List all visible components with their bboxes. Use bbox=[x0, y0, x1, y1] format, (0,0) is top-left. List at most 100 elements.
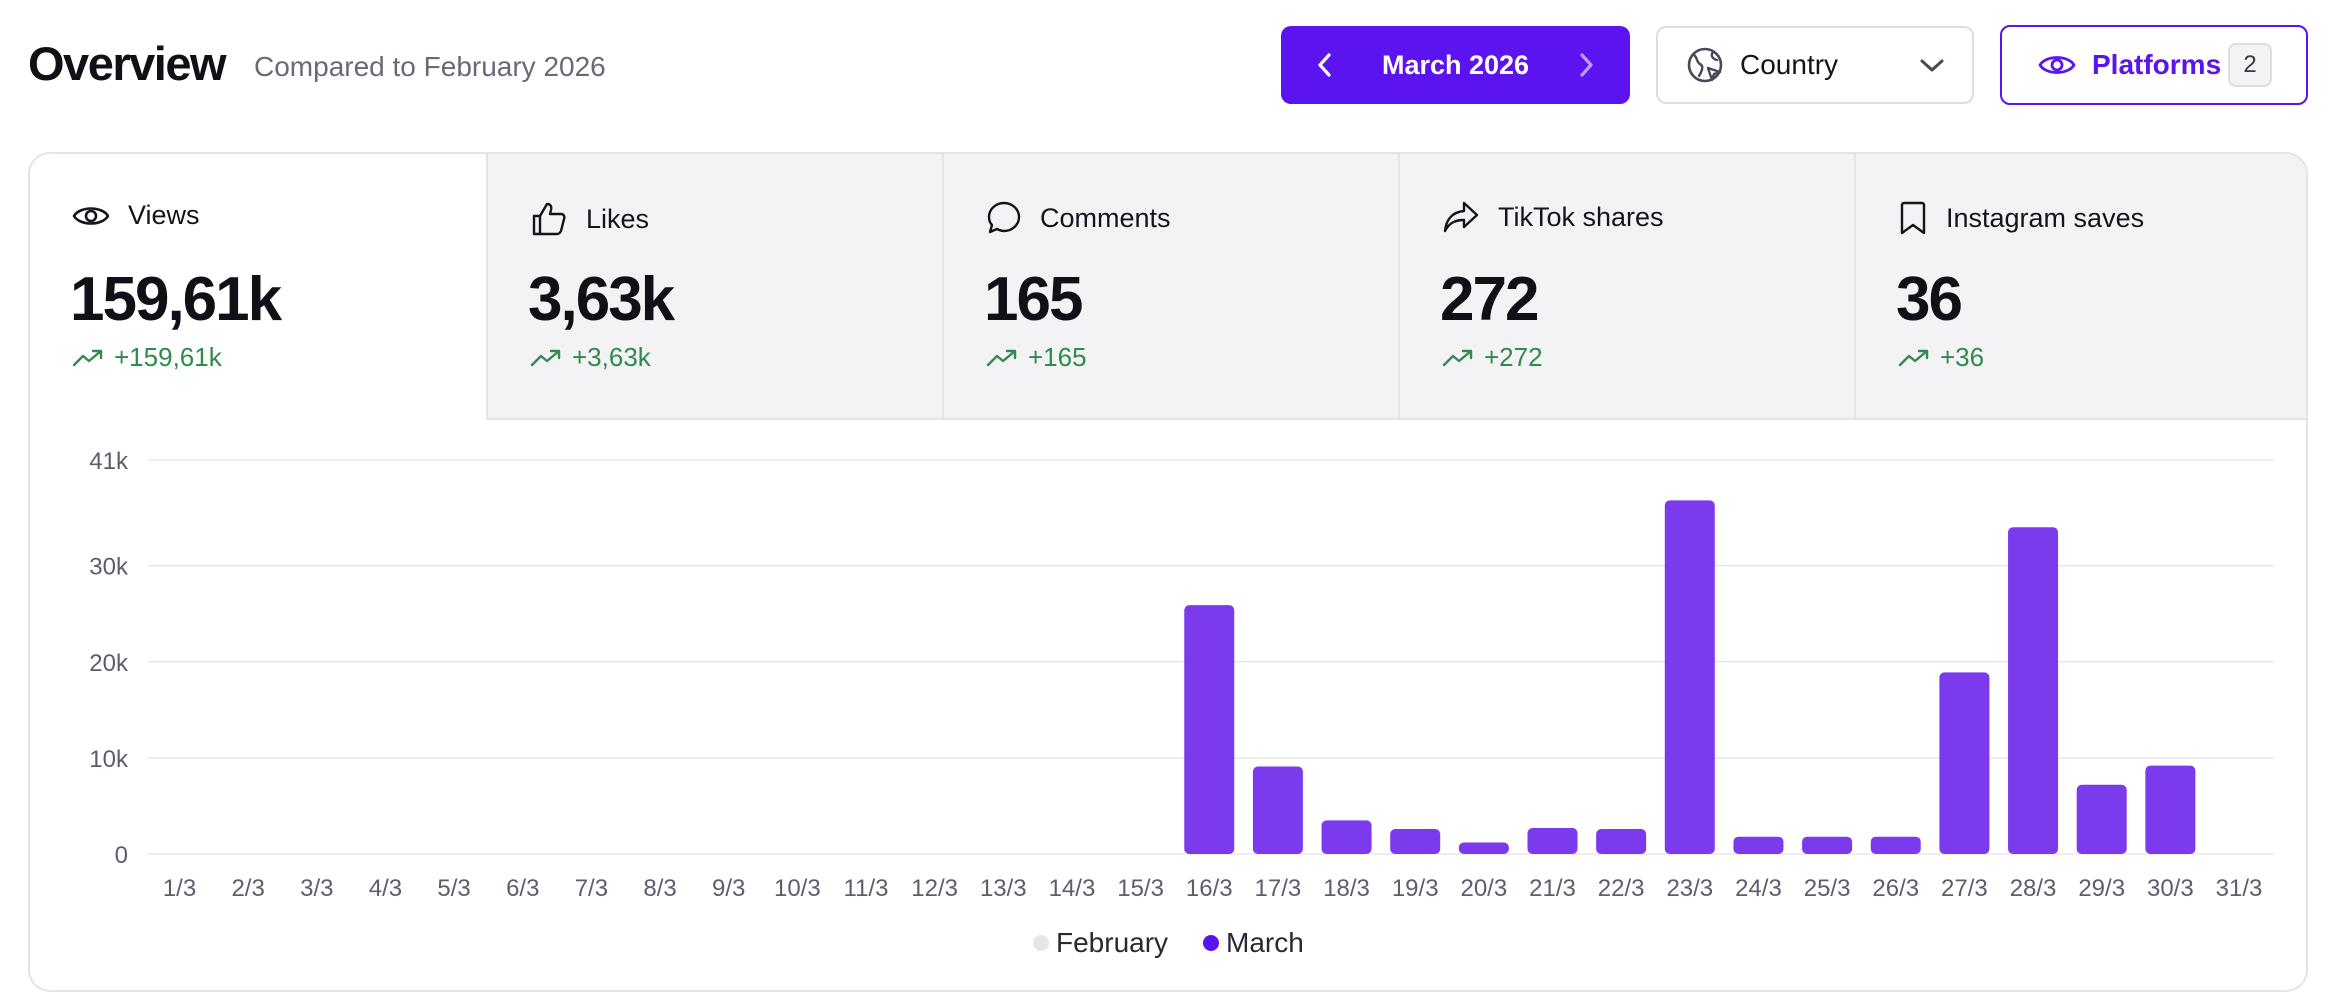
bar-march-16-3 bbox=[1184, 605, 1235, 854]
x-tick-label: 13/3 bbox=[980, 875, 1027, 902]
current-month-label[interactable]: March 2026 bbox=[1381, 49, 1530, 80]
x-tick-label: 5/3 bbox=[437, 875, 470, 902]
bar-march-26-3 bbox=[1870, 836, 1921, 854]
tab-label: Instagram saves bbox=[1946, 202, 2145, 233]
bookmark-icon bbox=[1900, 201, 1926, 235]
eye-icon bbox=[72, 206, 110, 225]
x-tick-label: 21/3 bbox=[1529, 875, 1576, 902]
next-month-button[interactable] bbox=[1572, 51, 1600, 79]
tab-likes[interactable]: Likes 3,63k +3,63k bbox=[486, 154, 942, 420]
x-tick-label: 11/3 bbox=[844, 875, 889, 902]
x-tick-label: 22/3 bbox=[1598, 875, 1645, 902]
y-tick-label: 10k bbox=[89, 746, 129, 773]
tab-label: Likes bbox=[586, 203, 650, 234]
x-tick-label: 28/3 bbox=[2010, 875, 2057, 902]
page-header: Overview Compared to February 2026 March… bbox=[0, 0, 2338, 140]
bar-march-23-3 bbox=[1664, 500, 1715, 854]
trending-up-icon bbox=[530, 349, 561, 366]
x-tick-label: 25/3 bbox=[1804, 875, 1851, 902]
legend-march-label: March bbox=[1226, 927, 1304, 958]
bar-march-27-3 bbox=[1939, 672, 1990, 854]
x-tick-label: 18/3 bbox=[1323, 875, 1370, 902]
x-tick-label: 4/3 bbox=[369, 875, 402, 902]
share-icon bbox=[1443, 201, 1479, 233]
metric-delta: +165 bbox=[986, 342, 1087, 373]
metric-delta: +159,61k bbox=[72, 342, 222, 373]
x-tick-label: 14/3 bbox=[1049, 875, 1096, 902]
views-bar-chart: 0 10k 20k 30k 41k 1/3 2/3 3/3 4/3 5/3 6/3 7/3 8/3 9/3… bbox=[89, 448, 2274, 958]
x-tick-label: 12/3 bbox=[911, 875, 958, 902]
tab-tiktok-shares[interactable]: TikTok shares 272 +272 bbox=[1398, 154, 1854, 420]
previous-month-button[interactable] bbox=[1311, 51, 1339, 79]
metric-delta: +3,63k bbox=[530, 342, 651, 373]
eye-icon bbox=[2038, 56, 2076, 74]
chevron-right-icon bbox=[1580, 53, 1593, 77]
metric-delta: +272 bbox=[1442, 342, 1543, 373]
tab-comments[interactable]: Comments 165 +165 bbox=[942, 154, 1398, 420]
tab-label: TikTok shares bbox=[1498, 201, 1664, 232]
bar-march-20-3 bbox=[1458, 842, 1509, 854]
metrics-card: Views 159,61k +159,61k Likes 3,63k +3,63… bbox=[28, 152, 2308, 992]
x-tick-label: 7/3 bbox=[575, 875, 608, 902]
metric-value: 3,63k bbox=[528, 265, 675, 334]
x-tick-label: 2/3 bbox=[231, 875, 264, 902]
x-tick-label: 31/3 bbox=[2216, 875, 2263, 902]
chevron-left-icon bbox=[1318, 53, 1331, 77]
bar-march-22-3 bbox=[1596, 829, 1647, 854]
x-tick-label: 23/3 bbox=[1666, 875, 1713, 902]
x-tick-label: 26/3 bbox=[1872, 875, 1919, 902]
comment-icon bbox=[987, 201, 1021, 234]
chevron-down-icon bbox=[1920, 59, 1944, 72]
y-tick-label: 0 bbox=[115, 842, 128, 869]
platforms-button[interactable]: Platforms 2 bbox=[2000, 25, 2308, 105]
x-tick-label: 24/3 bbox=[1735, 875, 1782, 902]
y-tick-label: 41k bbox=[89, 448, 129, 475]
bar-march-19-3 bbox=[1390, 829, 1441, 854]
trending-up-icon bbox=[986, 349, 1017, 366]
x-tick-label: 30/3 bbox=[2147, 875, 2194, 902]
thumbs-up-icon bbox=[532, 202, 566, 236]
x-tick-label: 29/3 bbox=[2078, 875, 2125, 902]
tab-label: Comments bbox=[1040, 202, 1171, 233]
legend-march-dot bbox=[1203, 935, 1219, 951]
metric-delta: +36 bbox=[1898, 342, 1984, 373]
trending-up-icon bbox=[72, 349, 103, 366]
metric-value: 36 bbox=[1896, 265, 1963, 334]
tab-views[interactable]: Views 159,61k +159,61k bbox=[30, 154, 486, 420]
y-tick-label: 30k bbox=[89, 554, 129, 581]
x-tick-label: 19/3 bbox=[1392, 875, 1439, 902]
bar-march-30-3 bbox=[2145, 765, 2196, 854]
x-tick-label: 10/3 bbox=[774, 875, 821, 902]
globe-icon bbox=[1687, 47, 1723, 83]
legend-february-label: February bbox=[1056, 927, 1168, 958]
metric-value: 159,61k bbox=[70, 265, 282, 334]
x-tick-label: 17/3 bbox=[1255, 875, 1302, 902]
bar-march-28-3 bbox=[2008, 527, 2059, 854]
x-tick-label: 3/3 bbox=[300, 875, 333, 902]
metric-tabs: Views 159,61k +159,61k Likes 3,63k +3,63… bbox=[30, 154, 2306, 420]
x-tick-label: 15/3 bbox=[1117, 875, 1164, 902]
country-select-label: Country bbox=[1740, 49, 1839, 80]
x-tick-label: 20/3 bbox=[1460, 875, 1507, 902]
bar-march-18-3 bbox=[1321, 820, 1372, 854]
country-select[interactable]: Country bbox=[1656, 26, 1974, 104]
bar-march-21-3 bbox=[1527, 828, 1578, 854]
tab-instagram-saves[interactable]: Instagram saves 36 +36 bbox=[1854, 154, 2306, 420]
trending-up-icon bbox=[1442, 349, 1473, 366]
comparison-subtitle: Compared to February 2026 bbox=[254, 51, 606, 82]
metric-value: 272 bbox=[1440, 265, 1539, 334]
bar-march-17-3 bbox=[1252, 766, 1303, 854]
x-tick-label: 6/3 bbox=[506, 875, 539, 902]
x-tick-label: 9/3 bbox=[712, 875, 745, 902]
trending-up-icon bbox=[1898, 349, 1929, 366]
page-title: Overview bbox=[28, 37, 227, 90]
month-navigator: March 2026 bbox=[1281, 26, 1630, 104]
platforms-label: Platforms bbox=[2092, 49, 2222, 80]
x-tick-label: 27/3 bbox=[1941, 875, 1988, 902]
y-tick-label: 20k bbox=[89, 650, 129, 677]
platforms-count-badge: 2 bbox=[2228, 43, 2272, 87]
legend-february-dot bbox=[1033, 935, 1049, 951]
x-tick-label: 1/3 bbox=[163, 875, 196, 902]
metric-value: 165 bbox=[984, 265, 1083, 334]
bar-march-29-3 bbox=[2076, 784, 2127, 854]
